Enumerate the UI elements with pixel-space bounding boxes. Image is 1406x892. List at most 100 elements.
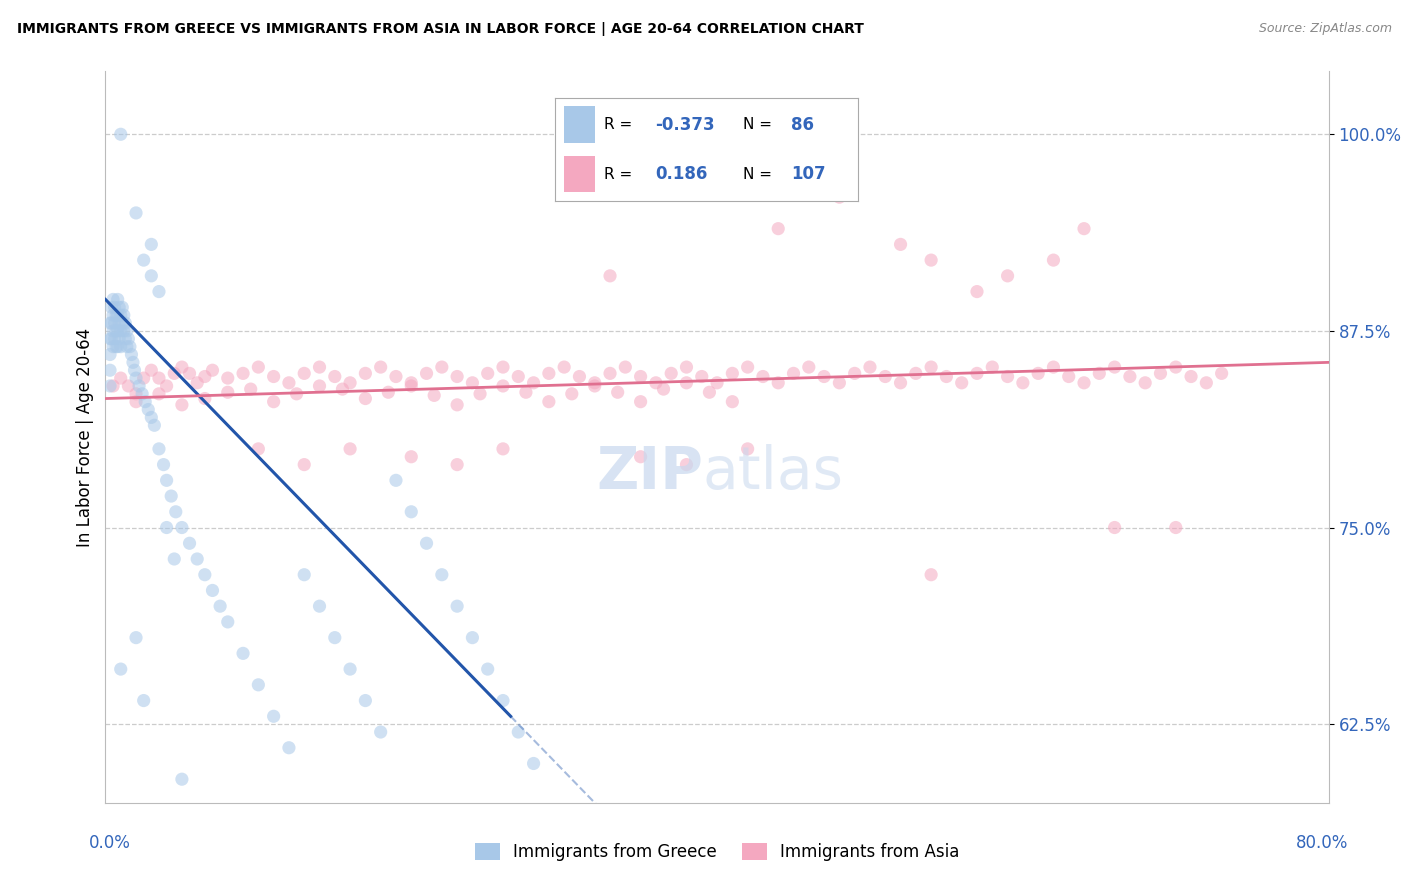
Point <box>194 369 217 384</box>
Point <box>981 360 1004 375</box>
Point <box>354 693 377 707</box>
Point <box>537 367 560 381</box>
Point <box>134 394 156 409</box>
Point <box>737 442 759 456</box>
Point <box>508 369 530 384</box>
Point <box>1180 369 1202 384</box>
Point <box>446 398 468 412</box>
Point <box>232 367 254 381</box>
Point <box>100 316 122 330</box>
Point <box>997 268 1019 283</box>
Point <box>904 367 927 381</box>
Point <box>163 367 186 381</box>
Point <box>101 293 124 307</box>
Point <box>1164 360 1187 375</box>
Point <box>136 402 159 417</box>
Bar <box>564 106 595 144</box>
Point <box>170 772 193 787</box>
Point <box>323 631 346 645</box>
Point <box>492 379 515 393</box>
Point <box>797 360 820 375</box>
Point <box>920 567 942 582</box>
Point <box>699 385 721 400</box>
Point <box>148 285 170 299</box>
Point <box>141 268 163 283</box>
Point <box>859 360 882 375</box>
Point <box>1011 376 1033 390</box>
Point <box>477 662 499 676</box>
Text: 86: 86 <box>792 116 814 134</box>
Point <box>114 316 136 330</box>
Point <box>110 128 132 142</box>
Point <box>844 367 866 381</box>
Point <box>100 301 122 315</box>
Point <box>263 394 285 409</box>
Point <box>117 332 139 346</box>
Point <box>377 385 399 400</box>
Point <box>1088 367 1111 381</box>
Point <box>477 367 499 381</box>
Point <box>461 376 484 390</box>
Point <box>630 394 652 409</box>
Point <box>1164 520 1187 534</box>
Point <box>201 363 224 377</box>
Point <box>415 536 437 550</box>
Point <box>339 662 361 676</box>
Text: 0.186: 0.186 <box>655 165 707 183</box>
Y-axis label: In Labor Force | Age 20-64: In Labor Force | Age 20-64 <box>76 327 94 547</box>
Point <box>101 308 124 322</box>
Point <box>148 442 170 456</box>
Text: ZIP: ZIP <box>596 444 703 501</box>
Point <box>308 360 330 375</box>
Text: 0.0%: 0.0% <box>89 834 131 852</box>
Point <box>105 324 128 338</box>
Point <box>492 442 515 456</box>
Point <box>101 324 124 338</box>
Point <box>1026 367 1049 381</box>
Point <box>1073 376 1095 390</box>
Point <box>131 387 153 401</box>
Point <box>1042 360 1064 375</box>
Point <box>706 376 728 390</box>
Point <box>339 376 361 390</box>
Point <box>339 442 361 456</box>
Point <box>111 316 134 330</box>
Point <box>523 376 546 390</box>
Point <box>644 376 666 390</box>
Text: atlas: atlas <box>703 444 844 501</box>
Point <box>165 505 187 519</box>
Point <box>104 301 127 315</box>
Point <box>399 450 422 464</box>
Point <box>399 376 422 390</box>
Point <box>125 387 148 401</box>
Point <box>115 324 138 338</box>
Point <box>423 388 446 402</box>
Point <box>112 324 135 338</box>
Point <box>100 332 122 346</box>
Point <box>141 237 163 252</box>
Point <box>875 369 897 384</box>
Point <box>186 376 208 390</box>
Text: -0.373: -0.373 <box>655 116 714 134</box>
Point <box>561 387 583 401</box>
Point <box>194 567 217 582</box>
Point <box>1073 221 1095 235</box>
Text: N =: N = <box>742 167 772 182</box>
Point <box>263 369 285 384</box>
Text: R =: R = <box>603 167 637 182</box>
Point <box>370 360 392 375</box>
Point <box>108 316 131 330</box>
Text: 80.0%: 80.0% <box>1295 834 1348 852</box>
Point <box>323 369 346 384</box>
Point <box>217 385 239 400</box>
Point <box>98 379 121 393</box>
Point <box>118 340 141 354</box>
Point <box>415 367 437 381</box>
Point <box>110 324 132 338</box>
Point <box>124 363 146 377</box>
Point <box>1119 369 1142 384</box>
Point <box>675 458 697 472</box>
Point <box>385 369 408 384</box>
Point <box>966 367 988 381</box>
Point <box>430 360 453 375</box>
